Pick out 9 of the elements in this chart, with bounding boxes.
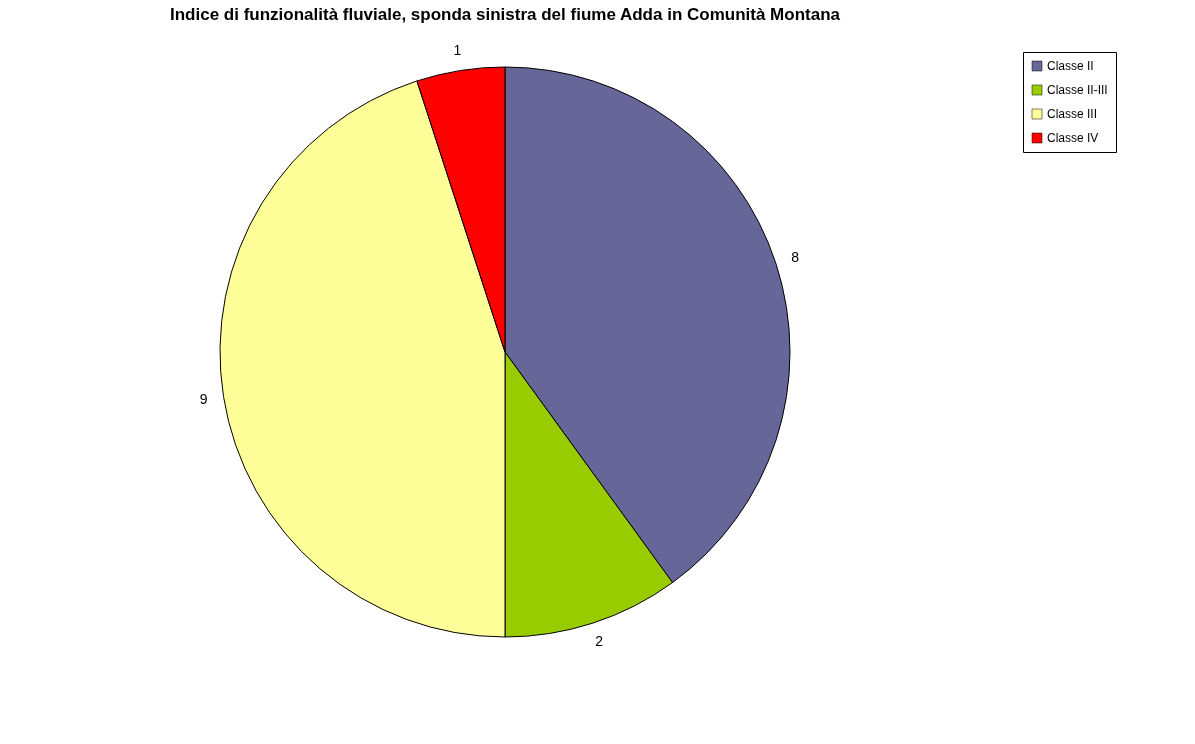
legend-label: Classe IV	[1047, 131, 1099, 145]
data-label: 8	[791, 248, 800, 265]
legend-label: Classe III	[1047, 107, 1098, 121]
data-label: 1	[453, 41, 462, 58]
legend-label: Classe II	[1047, 59, 1094, 73]
data-label: 9	[199, 390, 208, 407]
chart-title: Indice di funzionalità fluviale, sponda sinistra del fiume Adda in Comunità Montana	[170, 4, 841, 24]
data-label: 2	[595, 633, 604, 650]
legend-label: Classe II-III	[1047, 83, 1108, 97]
